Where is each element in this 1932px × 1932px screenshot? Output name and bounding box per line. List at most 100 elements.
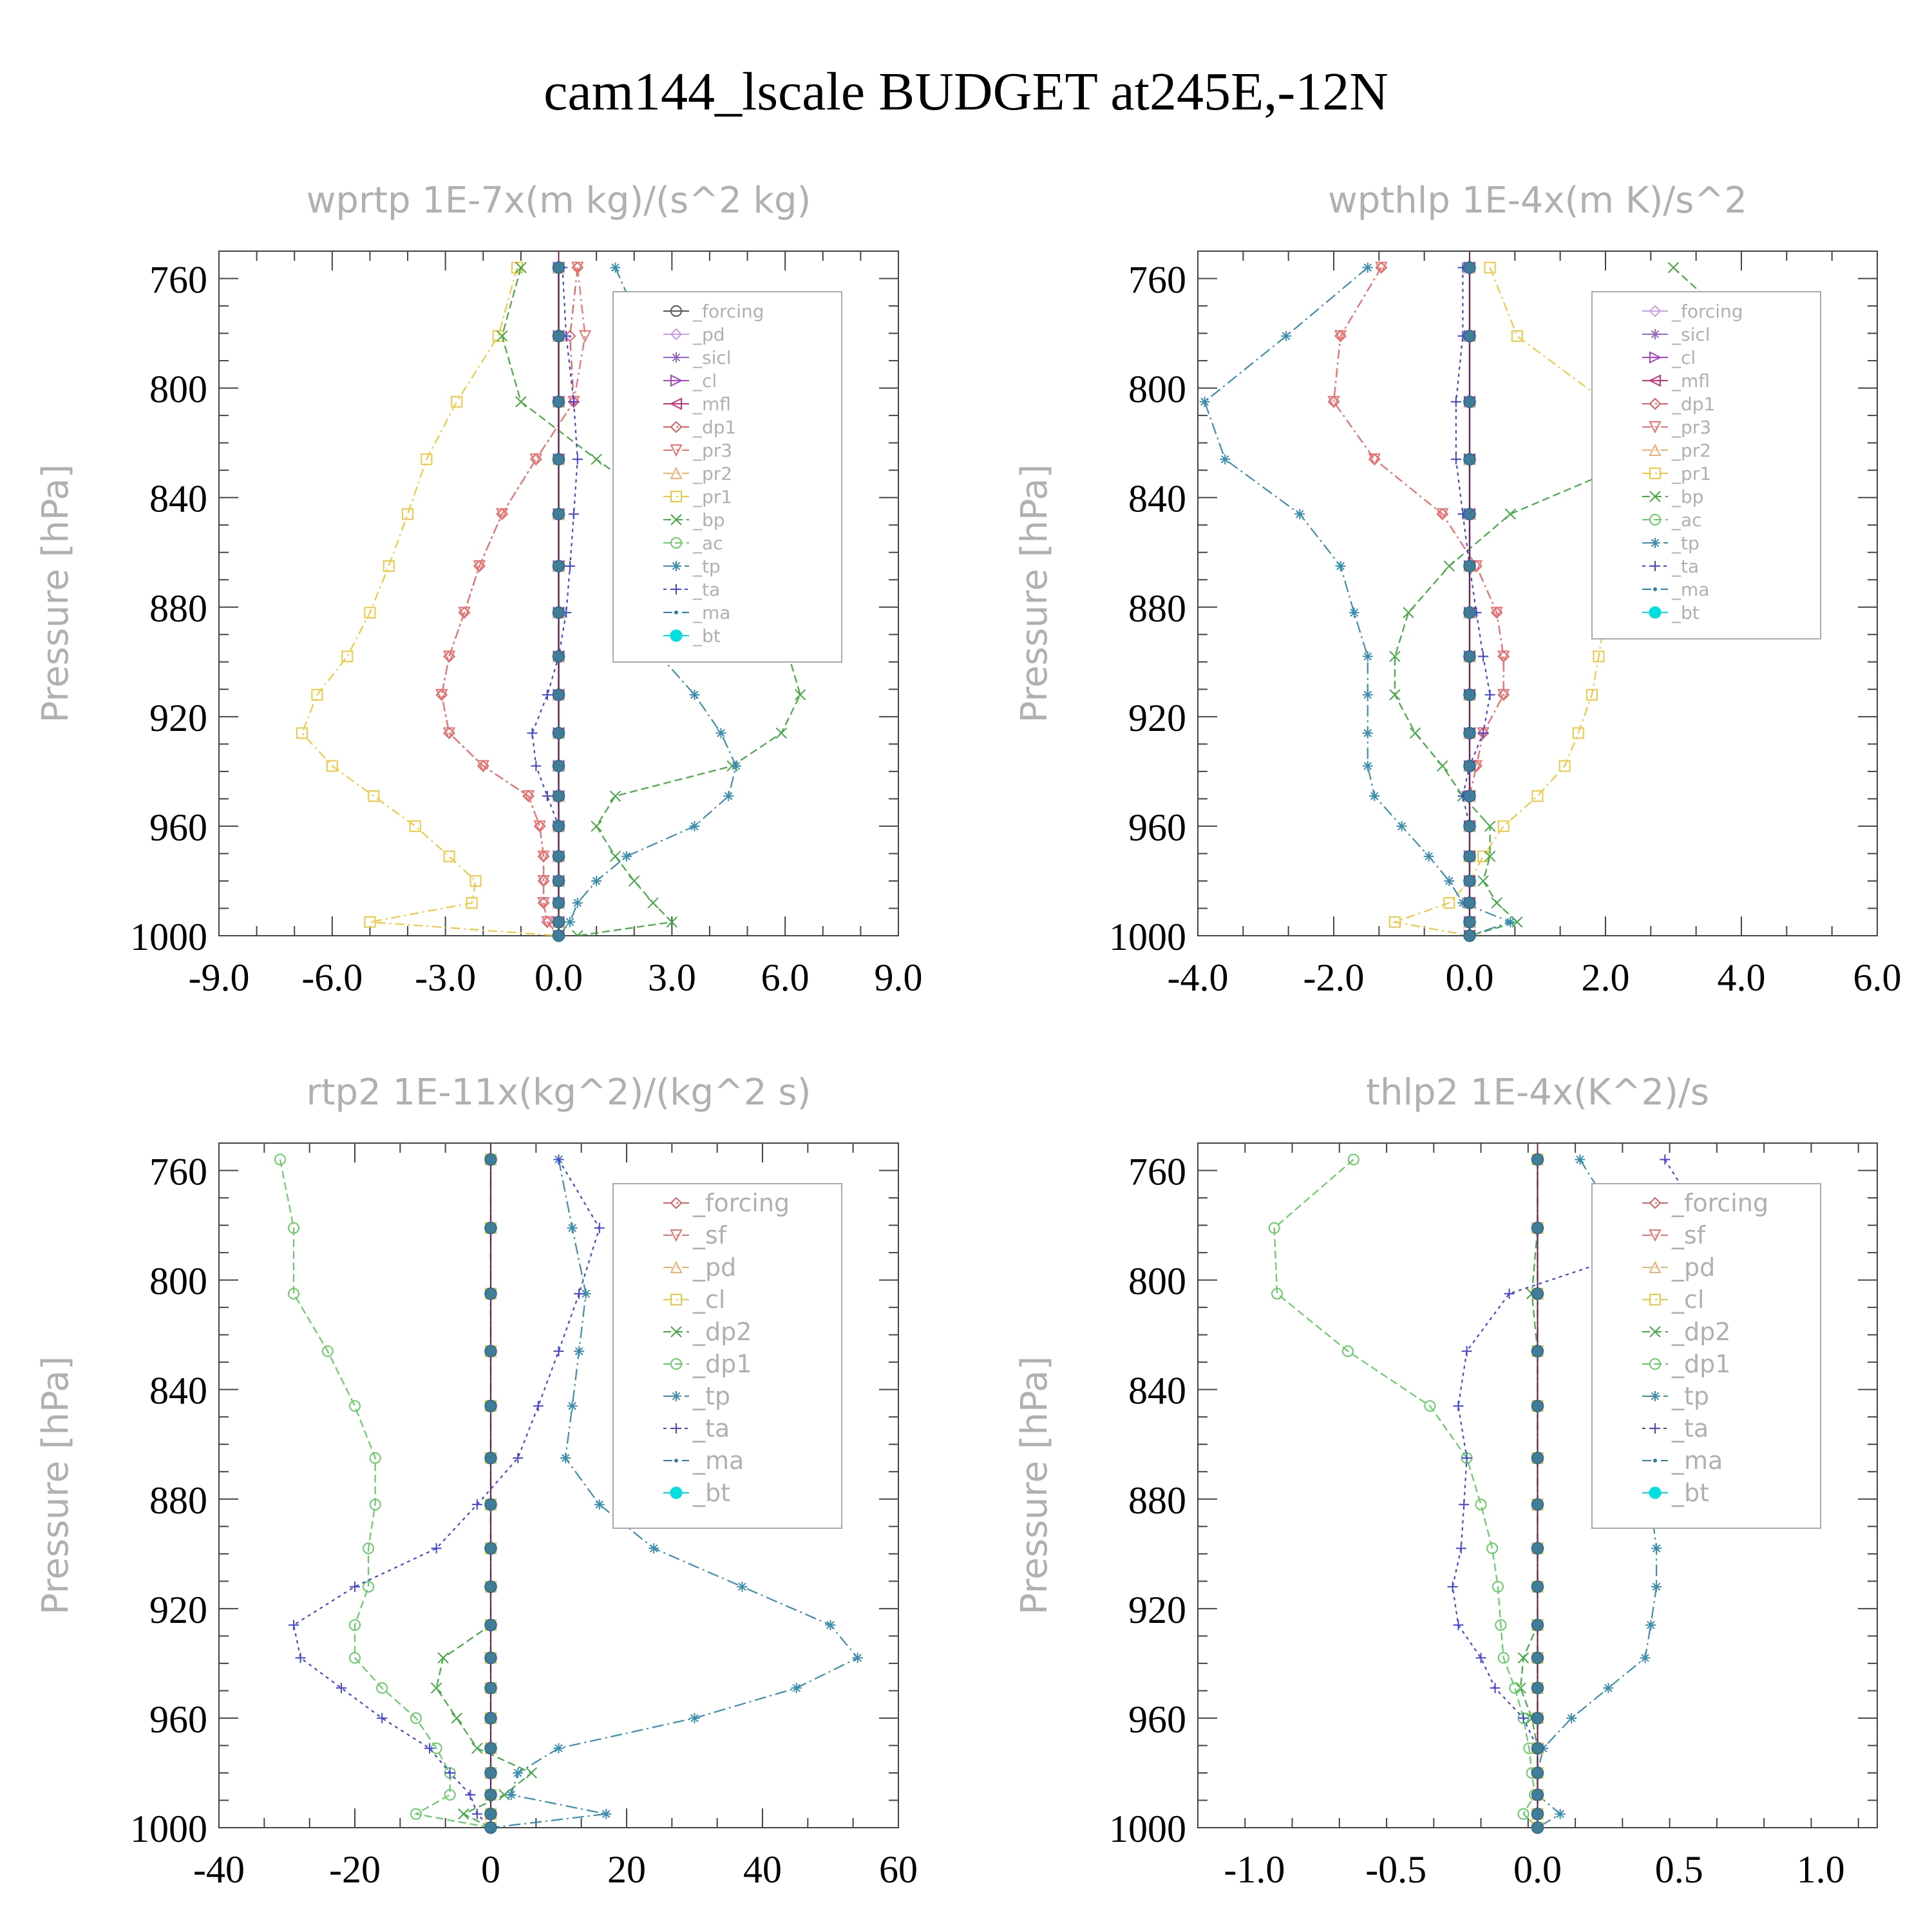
legend-label: _forcing	[1671, 1189, 1768, 1217]
bt-point	[1463, 688, 1476, 701]
data-point	[1450, 396, 1461, 407]
legend-label: _sf	[1671, 1221, 1707, 1249]
legend-label: _pr3	[1671, 417, 1711, 438]
legend-label: _ma	[692, 1446, 744, 1475]
legend-marker	[1649, 1229, 1662, 1242]
data-point	[1459, 1499, 1470, 1510]
data-point	[349, 1400, 361, 1412]
data-point	[1368, 453, 1381, 466]
x-tick-label: 0.0	[1446, 956, 1494, 999]
y-tick-label: 1000	[130, 1808, 207, 1850]
data-point	[560, 1452, 571, 1463]
chart-title: thlp2 1E-4x(K^2)/s	[1366, 1072, 1709, 1113]
y-tick-label: 1000	[130, 916, 207, 958]
data-point	[609, 850, 621, 862]
data-point	[1199, 396, 1210, 407]
legend-marker	[670, 305, 682, 317]
chart-title: wprtp 1E-7x(m kg)/(s^2 kg)	[307, 180, 811, 222]
data-point	[471, 1808, 482, 1819]
bt-point	[484, 1287, 497, 1300]
series-line-tp	[490, 1159, 859, 1828]
legend-label: _sicl	[692, 347, 732, 368]
data-point	[1645, 1620, 1656, 1631]
bt-point	[1463, 560, 1476, 573]
legend-label: _cl	[692, 1285, 725, 1314]
data-point	[1461, 1452, 1472, 1463]
data-point	[1453, 1620, 1464, 1631]
data-point	[1389, 689, 1401, 701]
bt-point	[1531, 1788, 1544, 1801]
data-point	[364, 916, 376, 928]
bt-point	[1463, 330, 1476, 343]
legend-marker	[1649, 1358, 1661, 1370]
data-point	[376, 1682, 388, 1694]
data-point	[477, 760, 489, 773]
legend-marker	[670, 466, 683, 479]
bt-point	[552, 606, 565, 620]
data-point	[321, 1345, 334, 1358]
data-point	[775, 727, 788, 739]
data-point	[451, 395, 463, 408]
data-point	[553, 1154, 564, 1165]
x-tick-label: 0.5	[1655, 1848, 1703, 1891]
data-point	[1409, 727, 1421, 739]
bt-point	[1463, 759, 1476, 773]
legend: _forcing_sicl_cl_mfl_dp1_pr3_pr2_pr1_bp_…	[1591, 291, 1821, 639]
data-point	[574, 1346, 585, 1357]
legend-label: _tp	[1671, 533, 1700, 554]
data-point	[572, 897, 583, 908]
legend-label: _bp	[692, 509, 725, 531]
x-tick-label: 6.0	[1853, 956, 1902, 999]
legend: _forcing_pd_sicl_cl_mfl_dp1_pr3_pr2_pr1_…	[612, 291, 842, 663]
bt-point	[1531, 1452, 1544, 1464]
series-line-dp2	[435, 1159, 533, 1828]
data-point	[1484, 820, 1496, 832]
bt-point	[1531, 1741, 1544, 1755]
legend-marker	[670, 328, 683, 341]
bt-point	[1463, 606, 1476, 620]
data-point	[1495, 1619, 1507, 1631]
bt-point	[1463, 650, 1476, 663]
legend-marker	[670, 1294, 682, 1305]
data-point	[1478, 651, 1489, 662]
data-point	[542, 689, 553, 700]
y-tick-label: 840	[1128, 478, 1186, 520]
legend-label: _dp2	[1671, 1318, 1730, 1346]
bt-point	[552, 849, 565, 863]
data-point	[1486, 1542, 1499, 1555]
data-point	[288, 1222, 300, 1234]
data-point	[1555, 1808, 1566, 1819]
legend-label: _pd	[692, 324, 725, 345]
bt-point	[1463, 453, 1476, 466]
y-tick-label: 840	[149, 478, 207, 520]
data-point	[1640, 1653, 1651, 1663]
legend-marker	[1649, 514, 1661, 526]
data-point	[647, 897, 659, 909]
data-point	[1477, 875, 1489, 887]
x-tick-label: -6.0	[301, 956, 363, 999]
figure-title: cam144_lscale BUDGET at245E,-12N	[544, 62, 1388, 122]
bt-point	[1463, 790, 1476, 802]
data-point	[591, 875, 602, 886]
legend-label: _dp1	[1671, 393, 1715, 415]
bt-point	[1531, 1498, 1544, 1511]
legend-label: _bt	[692, 1479, 730, 1507]
bt-point	[484, 1788, 497, 1801]
legend-marker	[1649, 397, 1662, 410]
data-point	[363, 1580, 375, 1593]
data-point	[572, 454, 583, 465]
series-line-ta	[292, 1159, 600, 1828]
bt-point	[1531, 1580, 1544, 1593]
legend-label: _ac	[1671, 509, 1702, 531]
data-point	[531, 761, 542, 772]
data-point	[383, 560, 395, 572]
data-point	[1444, 875, 1455, 886]
legend-label: _cl	[1671, 347, 1696, 368]
y-tick-label: 880	[1128, 587, 1186, 630]
data-point	[442, 727, 456, 740]
x-tick-label: 0.0	[535, 956, 583, 999]
data-point	[513, 1452, 524, 1463]
bt-point	[484, 1651, 497, 1665]
legend-label: _dp1	[692, 417, 736, 438]
